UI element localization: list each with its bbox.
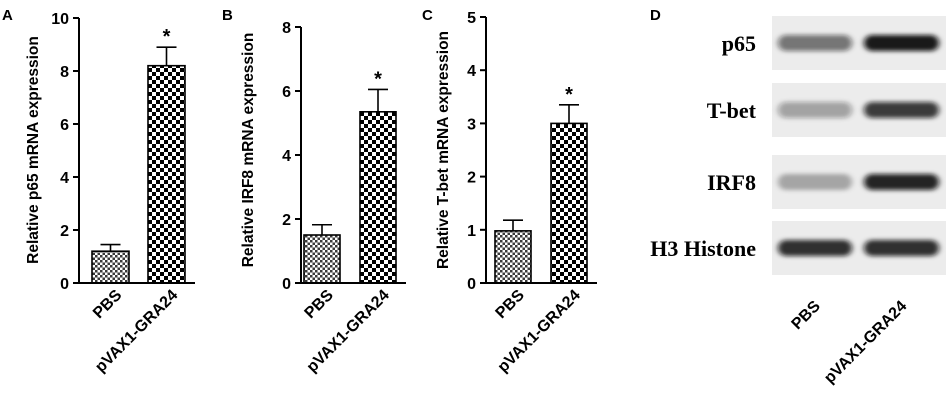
bar-pbs: [303, 234, 341, 284]
panel-b-ylabel: Relative IRF8 mRNA expression: [240, 33, 257, 268]
y-tick-label: 8: [60, 64, 69, 81]
blot-row: T-bet: [707, 83, 946, 137]
blot-row-label: T-bet: [707, 98, 757, 123]
y-tick-label: 1: [467, 223, 476, 240]
panel-a-chart: A Relative p65 mRNA expression 0 2 4 6 8 10 *…: [2, 7, 195, 376]
y-tick-label: 4: [60, 170, 69, 187]
blot-band: [778, 240, 852, 256]
bar-pvax1-gra24: [147, 64, 186, 284]
y-tick-label: 6: [282, 84, 291, 101]
blot-band: [778, 102, 852, 118]
panel-c-ylabel: Relative T-bet mRNA expression: [435, 31, 452, 269]
y-tick-label: 5: [467, 10, 476, 27]
y-tick-label: 4: [467, 63, 476, 80]
panel-a-ylabel: Relative p65 mRNA expression: [25, 36, 42, 264]
y-tick-label: 2: [282, 212, 291, 229]
significance-star: *: [163, 26, 171, 48]
bar-pbs: [494, 230, 532, 284]
y-tick-label: 2: [60, 223, 69, 240]
significance-star: *: [374, 68, 382, 90]
y-tick-label: 8: [282, 20, 291, 37]
blot-band: [864, 174, 939, 190]
bar-pvax1-gra24: [359, 111, 397, 284]
panel-a-yticks: 0 2 4 6 8 10: [51, 11, 79, 293]
blot-row: IRF8: [707, 155, 946, 209]
significance-star: *: [565, 84, 573, 106]
y-tick-label: 6: [60, 117, 69, 134]
panel-letter-d: D: [650, 7, 661, 24]
y-tick-label: 4: [282, 148, 291, 165]
panel-c-yticks: 0 1 2 3 4 5: [467, 10, 486, 293]
bar-pvax1-gra24: [550, 122, 588, 284]
blot-row-label: p65: [722, 31, 756, 56]
blot-lane-label: PBS: [789, 298, 825, 334]
x-category-label: PBS: [493, 287, 529, 323]
blot-row: H3 Histone: [650, 221, 946, 275]
blot-band: [864, 102, 939, 118]
panel-letter-b: B: [222, 7, 233, 24]
blot-band: [778, 174, 852, 190]
y-tick-label: 10: [51, 11, 69, 28]
y-tick-label: 0: [60, 276, 69, 293]
panel-a-bars: *: [91, 26, 186, 284]
blot-band: [864, 240, 939, 256]
blot-lane-label: pVAX1-GRA24: [821, 298, 910, 387]
blot-band: [864, 35, 939, 51]
panel-b-bars: *: [303, 68, 397, 284]
y-tick-label: 3: [467, 116, 476, 133]
x-category-label: PBS: [90, 287, 126, 323]
y-tick-label: 0: [467, 276, 476, 293]
panel-c-chart: C Relative T-bet mRNA expression 012345 …: [422, 7, 597, 376]
blot-rows: p65 T-bet IRF8 H3 Histone: [650, 16, 946, 275]
y-tick-label: 0: [282, 276, 291, 293]
y-tick-label: 2: [467, 170, 476, 187]
panel-letter-a: A: [2, 7, 13, 24]
bar-pbs: [91, 250, 130, 284]
x-category-label: PBS: [302, 287, 338, 323]
blot-row-label: IRF8: [707, 170, 756, 195]
panel-letter-c: C: [422, 7, 433, 24]
blot-row-label: H3 Histone: [650, 236, 756, 261]
panel-b-yticks: 0 2 4 6 8: [282, 20, 301, 293]
panel-c-bars: *: [494, 84, 588, 284]
blot-band: [778, 35, 852, 51]
blot-row: p65: [722, 16, 946, 70]
